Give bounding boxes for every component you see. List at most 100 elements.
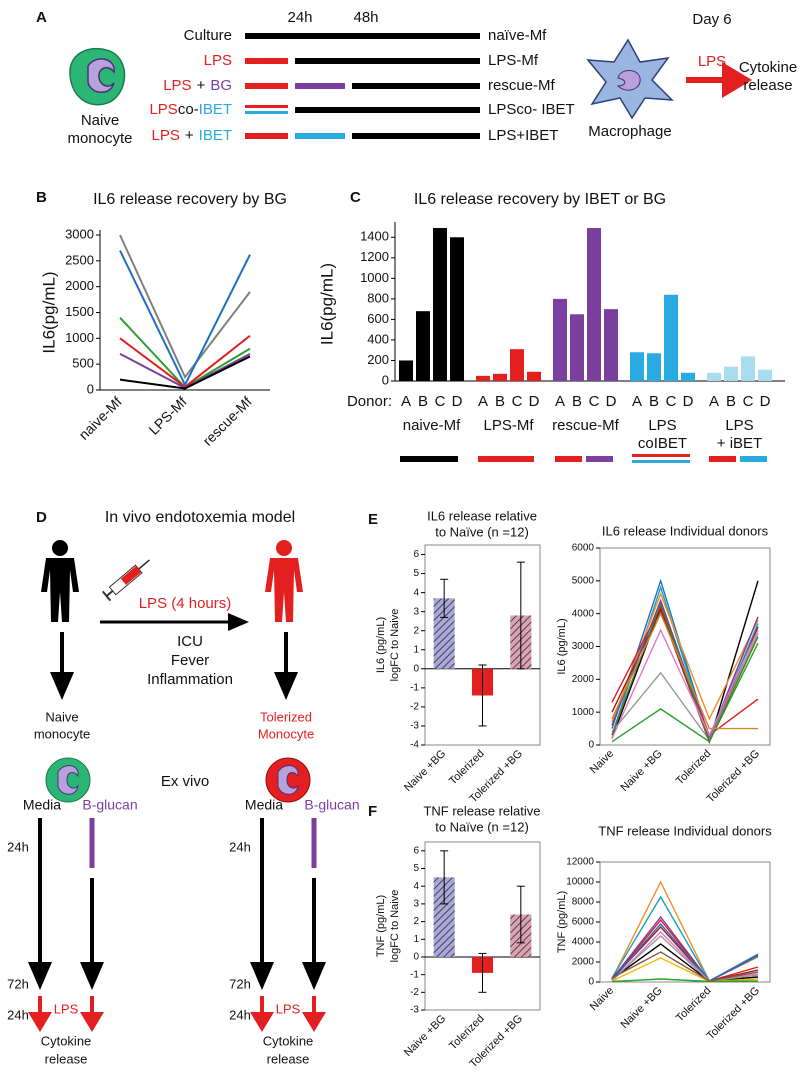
y-tick-label: 8000 <box>572 897 595 908</box>
y-tick-label: 5 <box>413 568 419 579</box>
time-label: 24h <box>229 1007 251 1022</box>
x-tick-label: A <box>632 393 642 410</box>
data-line <box>611 951 759 982</box>
group-label: rescue-Mf <box>552 417 620 434</box>
y-axis-label: TNF (pg/mL) <box>556 891 568 953</box>
output-label: Cytokine <box>41 1033 92 1048</box>
bar <box>493 373 507 381</box>
y-tick-label: 0 <box>588 977 594 988</box>
chart-title: IL6 release Individual donors <box>602 523 769 538</box>
x-tick-label: B <box>572 393 582 410</box>
treatment-part: LPS <box>204 52 232 69</box>
x-tick-label: D <box>606 393 617 410</box>
x-tick-label: A <box>478 393 488 410</box>
data-line <box>611 633 759 742</box>
panel-label: A <box>36 9 47 26</box>
x-tick-label: Tolerized <box>447 748 487 788</box>
x-tick-label: D <box>760 393 771 410</box>
x-tick-label: D <box>529 393 540 410</box>
treatment-part: + <box>197 77 206 94</box>
x-tick-label: Naive +BG <box>619 985 665 1031</box>
x-tick-label: B <box>418 393 428 410</box>
y-tick-label: 3 <box>413 606 419 617</box>
chart-title: TNF release Individual donors <box>598 823 772 838</box>
output-label: Cytokine <box>263 1033 314 1048</box>
treatment-part: BG <box>210 77 232 94</box>
treatment-part: Culture <box>184 27 232 44</box>
chart-title: TNF release relative <box>423 803 540 818</box>
bar <box>433 877 455 957</box>
result-label: rescue-Mf <box>488 77 556 94</box>
x-tick-label: A <box>401 393 411 410</box>
x-tick-label: C <box>743 393 754 410</box>
cell-label: Naive <box>81 112 119 129</box>
stimulus-label: LPS <box>698 53 726 70</box>
arm: Naive monocyte <box>34 709 91 803</box>
treatment: LPS + BG <box>163 77 232 94</box>
output-label: release <box>45 1051 88 1066</box>
x-tick-label: C <box>666 393 677 410</box>
error-bar <box>440 578 449 618</box>
chart-title: IL6 release relative <box>427 508 537 523</box>
x-tick-label: B <box>495 393 505 410</box>
stimulus-label: LPS <box>276 1001 301 1016</box>
data-line <box>611 642 759 743</box>
panel-label: D <box>36 509 47 526</box>
y-tick-label: 2500 <box>65 252 94 267</box>
y-tick-label: -3 <box>410 721 419 732</box>
monocyte-icon <box>265 757 311 803</box>
x-tick-label: Naive <box>588 985 616 1013</box>
y-tick-label: 2000 <box>65 278 94 293</box>
result-label: LPS-Mf <box>488 52 539 69</box>
y-tick-label: 2 <box>413 916 419 927</box>
monocyte-icon <box>45 757 91 803</box>
panel-label: B <box>36 189 47 206</box>
nucleus-icon <box>277 765 299 795</box>
y-tick-label: -4 <box>410 740 419 751</box>
treatment-part: LPS <box>163 77 191 94</box>
result-label: LPSco- IBET <box>488 101 575 118</box>
treatment-part: IBET <box>199 127 232 144</box>
nucleus-icon <box>616 70 641 91</box>
panel-label: E <box>368 511 378 528</box>
y-tick-label: 1 <box>413 644 419 655</box>
y-tick-label: 2000 <box>572 957 595 968</box>
group-label: LPS <box>725 417 753 434</box>
y-tick-label: 0 <box>413 952 419 963</box>
cell-label: monocyte <box>67 130 132 147</box>
x-tick-label: B <box>649 393 659 410</box>
y-axis-label: logFC to Naive <box>389 609 401 682</box>
effect-label: Inflammation <box>147 671 233 688</box>
bar <box>587 228 601 381</box>
x-tick-label: LPS-Mf <box>145 393 189 437</box>
y-tick-label: 1200 <box>360 249 389 264</box>
x-tick-label: A <box>555 393 565 410</box>
panel-a: A Naive monocyte 24h 48h Day 6 Culture L… <box>36 9 797 147</box>
chart-title: to Naïve (n =12) <box>435 819 529 834</box>
y-tick-label: 3000 <box>65 226 94 241</box>
y-tick-label: -2 <box>410 987 419 998</box>
treatment: LPS + IBET <box>152 127 232 144</box>
treatment-label: B-glucan <box>304 797 359 813</box>
y-tick-label: 3000 <box>572 641 595 652</box>
y-tick-label: 800 <box>367 290 389 305</box>
time-label: 24h <box>7 1007 29 1022</box>
y-tick-label: 6000 <box>572 543 595 554</box>
treatment-part: IBET <box>199 101 232 118</box>
chart-title: IL6 release recovery by BG <box>93 191 287 208</box>
error-bar <box>478 952 487 993</box>
bar <box>450 237 464 381</box>
y-axis-label: IL6(pg/mL) <box>317 263 336 345</box>
y-tick-label: 3 <box>413 899 419 910</box>
x-tick-label: Naive +BG <box>619 748 665 794</box>
error-bar <box>516 885 525 944</box>
bar <box>399 360 413 381</box>
day-label: Day 6 <box>692 11 731 28</box>
timepoint: 24h <box>287 9 312 26</box>
x-tick-label: naive-Mf <box>75 393 124 442</box>
x-tick-label: rescue-Mf <box>199 393 254 448</box>
y-tick-label: 4000 <box>572 937 595 948</box>
time-label: 24h <box>7 839 29 854</box>
y-tick-label: 1000 <box>65 330 94 345</box>
